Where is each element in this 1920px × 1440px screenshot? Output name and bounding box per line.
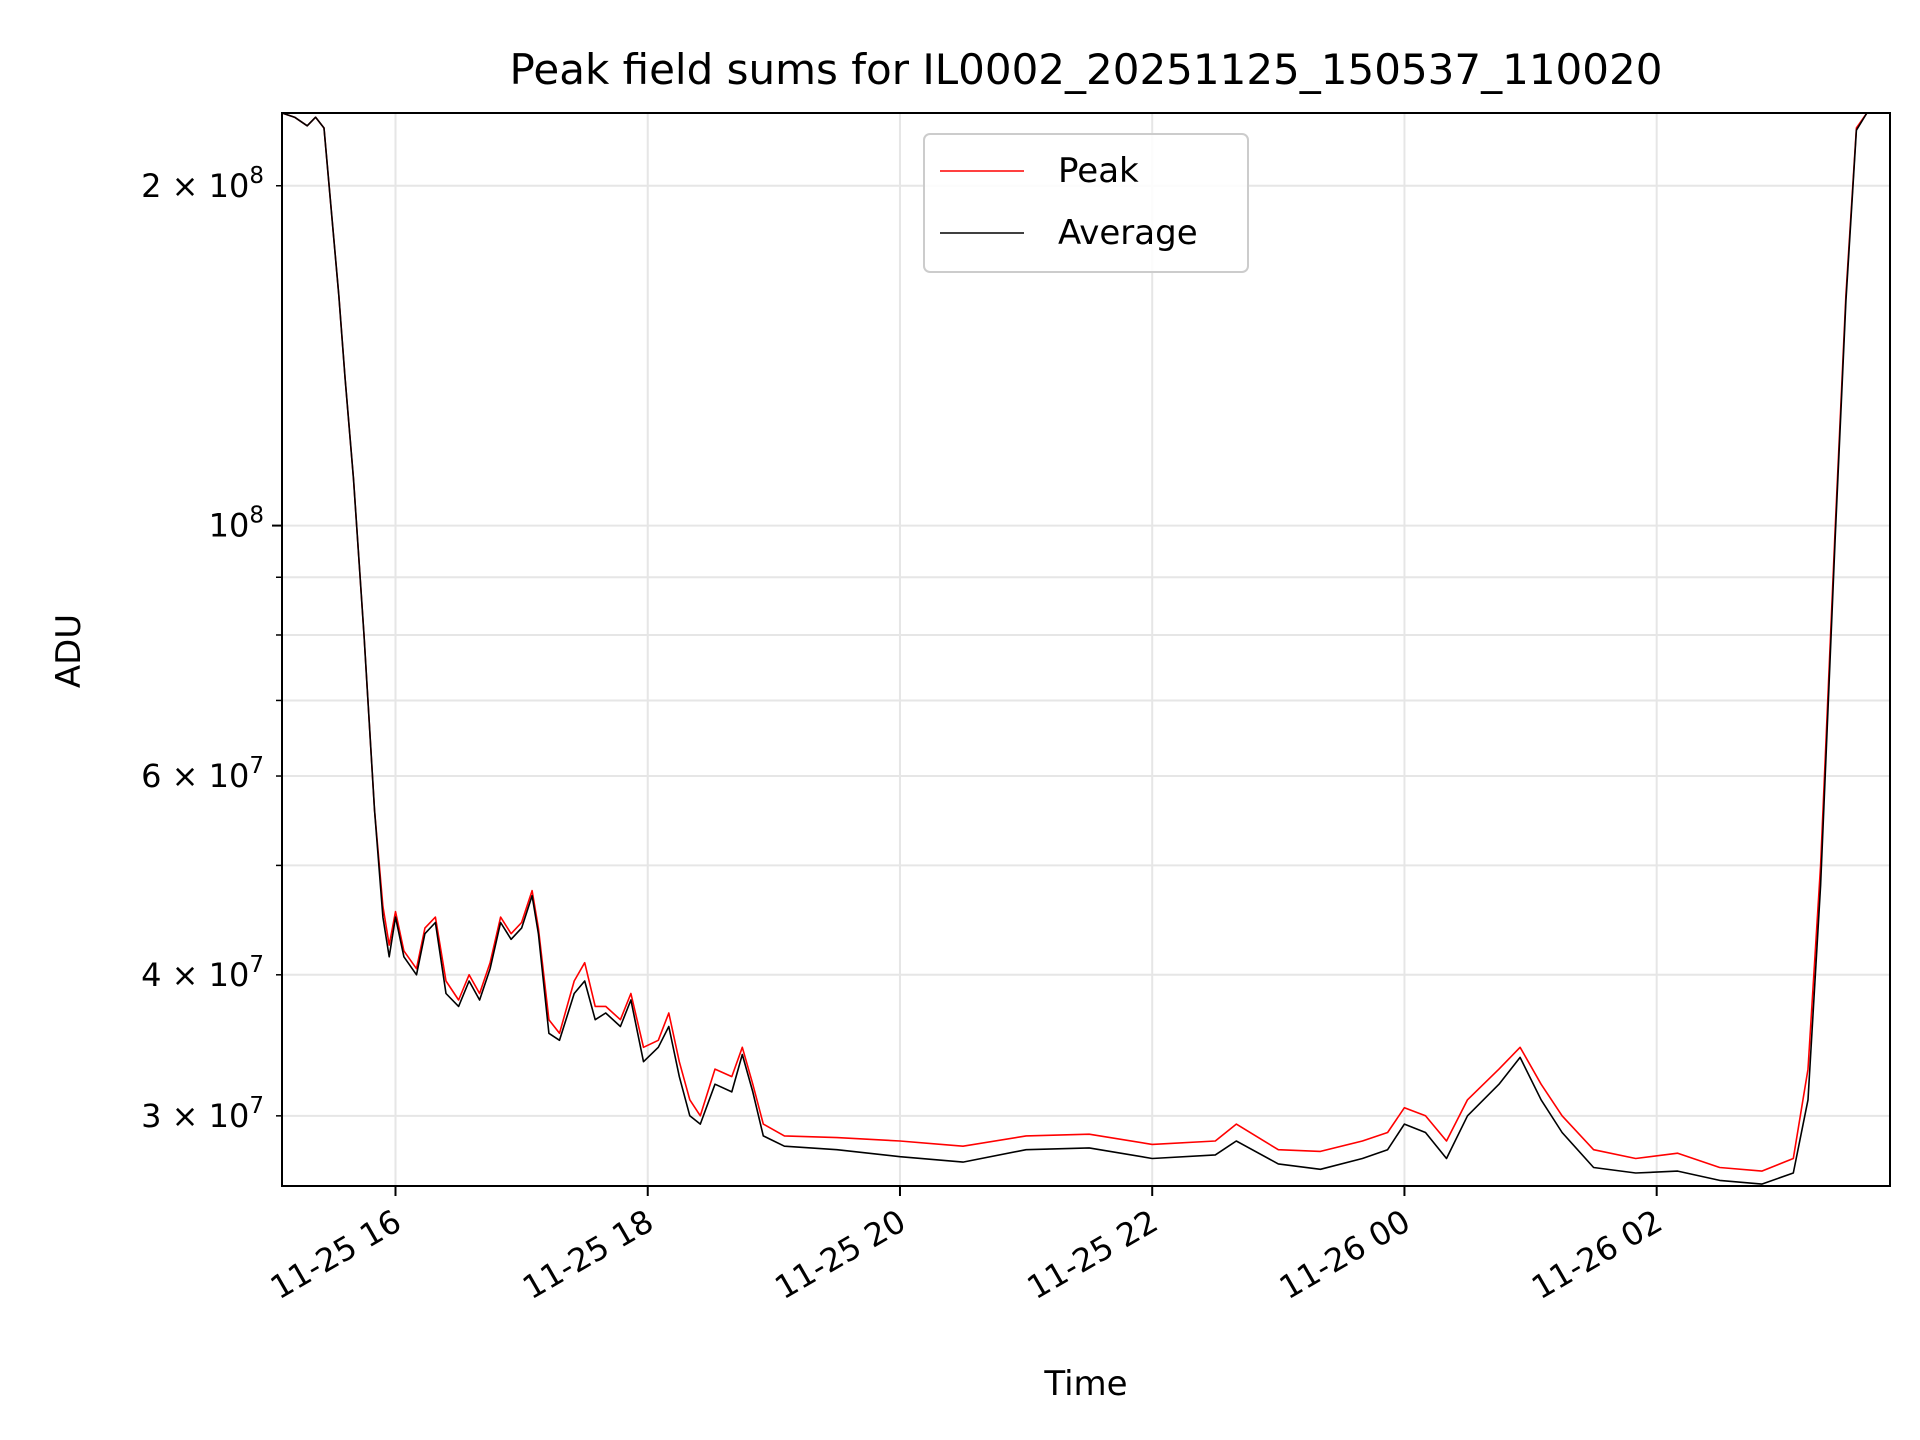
y-tick-label: 108 — [209, 503, 264, 545]
y-tick-label: 6 × 107 — [141, 753, 264, 795]
legend: Peak Average — [923, 133, 1249, 273]
plot-frame — [281, 112, 1891, 1187]
y-tick-label: 4 × 107 — [141, 952, 264, 994]
series-line-peak — [281, 112, 1890, 1172]
legend-label-average: Average — [1058, 213, 1198, 253]
x-axis-label: Time — [1043, 1364, 1127, 1404]
series-layer — [281, 112, 1890, 1185]
series-line-average — [281, 112, 1890, 1185]
legend-box — [923, 133, 1249, 273]
y-tick-label: 3 × 107 — [141, 1093, 264, 1135]
y-tick-label: 2 × 108 — [141, 163, 264, 205]
y-axis-label: ADU — [49, 614, 89, 688]
legend-label-peak: Peak — [1058, 151, 1139, 191]
chart-title: Peak field sums for IL0002_20251125_1505… — [510, 45, 1663, 94]
